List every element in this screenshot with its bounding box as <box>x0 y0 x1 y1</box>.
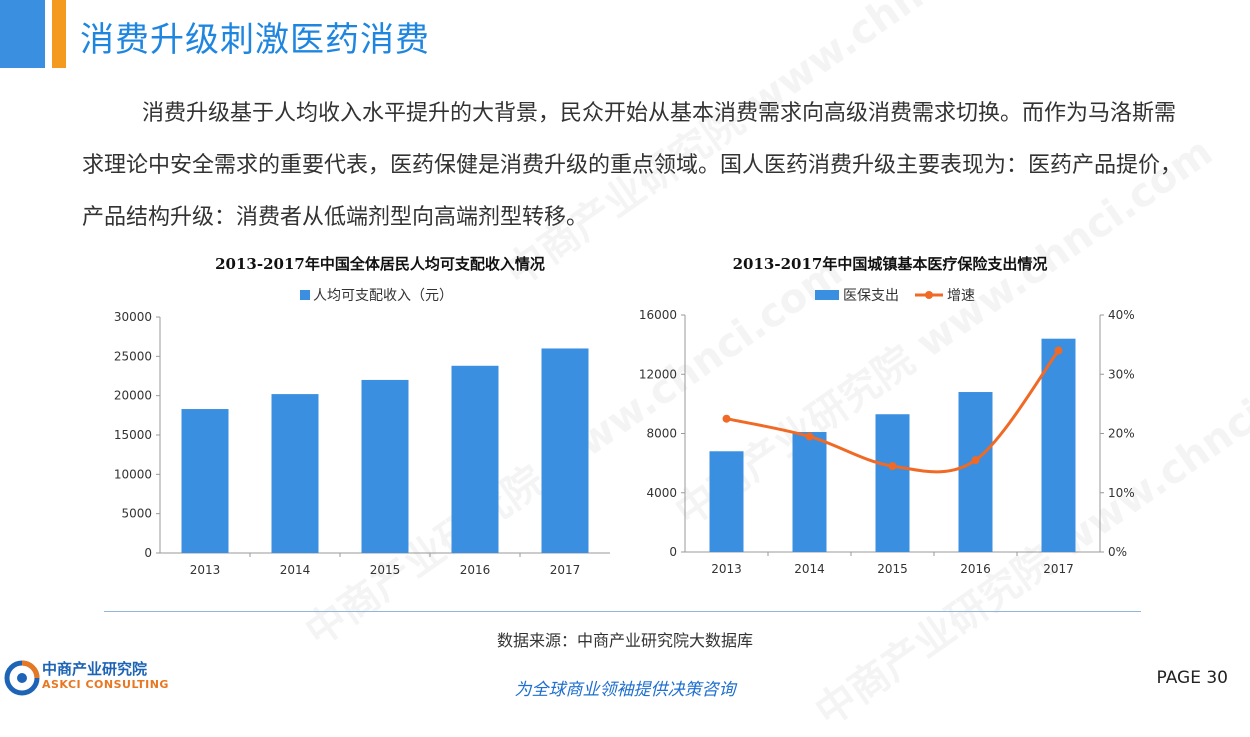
y-tick-label: 25000 <box>114 349 152 363</box>
growth-point <box>971 456 980 465</box>
x-tick-label: 2013 <box>711 562 742 576</box>
y-tick-label: 0 <box>669 545 677 559</box>
logo-text-cn: 中商产业研究院 <box>42 660 148 678</box>
bar <box>958 392 993 552</box>
x-tick-label: 2017 <box>550 563 581 577</box>
legend-label-bar: 医保支出 <box>843 288 899 304</box>
y-tick-label: 10000 <box>114 467 152 481</box>
legend-label: 人均可支配收入（元） <box>313 288 453 304</box>
x-tick-label: 2016 <box>460 563 491 577</box>
bar <box>875 414 910 552</box>
x-tick-label: 2017 <box>1043 562 1074 576</box>
legend-label-line: 增速 <box>947 288 975 304</box>
body-paragraph: 消费升级基于人均收入水平提升的大背景，民众开始从基本消费需求向高级消费需求切换。… <box>82 88 1182 244</box>
paragraph-text: 消费升级基于人均收入水平提升的大背景，民众开始从基本消费需求向高级消费需求切换。… <box>82 101 1183 230</box>
x-tick-label: 2016 <box>960 562 991 576</box>
legend-swatch-bar <box>815 290 839 300</box>
legend-marker <box>925 291 933 299</box>
y-tick-label: 0 <box>144 546 152 560</box>
y2-tick-label: 40% <box>1108 308 1135 322</box>
logo-icon <box>4 660 40 696</box>
growth-point <box>805 432 814 441</box>
chart2-title: 2013-2017年中国城镇基本医疗保险支出情况 <box>732 255 1048 273</box>
page-number: PAGE 30 <box>1156 668 1228 688</box>
page-title: 消费升级刺激医药消费 <box>80 20 430 60</box>
y-tick-label: 30000 <box>114 310 152 324</box>
x-tick-label: 2014 <box>280 563 311 577</box>
x-tick-label: 2015 <box>370 563 401 577</box>
y-tick-label: 4000 <box>646 486 677 500</box>
y-tick-label: 15000 <box>114 428 152 442</box>
growth-point <box>1054 346 1063 355</box>
chart2-insurance: 医保支出 增速 0 4000 8000 12000 16000 0% 10% 20% 30% 40% 2… <box>639 288 1135 576</box>
y-tick-label: 8000 <box>646 427 677 441</box>
data-source: 数据来源：中商产业研究院大数据库 <box>496 631 753 650</box>
y-tick-label: 16000 <box>639 308 677 322</box>
x-tick-label: 2014 <box>794 562 825 576</box>
growth-point <box>722 414 731 423</box>
y2-tick-label: 10% <box>1108 486 1135 500</box>
x-tick-label: 2015 <box>877 562 908 576</box>
y-tick-label: 12000 <box>639 367 677 381</box>
bar <box>181 409 229 553</box>
bar <box>1041 338 1076 552</box>
bar <box>709 451 744 552</box>
bar <box>361 379 409 553</box>
chart1-title: 2013-2017年中国全体居民人均可支配收入情况 <box>215 255 545 273</box>
y2-tick-label: 30% <box>1108 367 1135 381</box>
x-tick-label: 2013 <box>190 563 221 577</box>
chart1-income: 人均可支配收入（元） 0 5000 10000 15000 20000 25000 30000… <box>114 288 610 577</box>
header-accent-orange <box>52 0 66 68</box>
bar <box>451 365 499 553</box>
y2-tick-label: 20% <box>1108 427 1135 441</box>
legend-swatch <box>300 290 310 300</box>
header-accent-blue <box>0 0 45 68</box>
slogan: 为全球商业领袖提供决策咨询 <box>514 680 736 700</box>
growth-point <box>888 462 897 471</box>
bar <box>792 432 827 552</box>
divider <box>104 611 1141 612</box>
y-tick-label: 20000 <box>114 389 152 403</box>
logo: 中商产业研究院 ASKCI CONSULTING <box>2 656 192 706</box>
y2-tick-label: 0% <box>1108 545 1127 559</box>
bar <box>271 394 319 553</box>
bar <box>541 348 589 553</box>
logo-text-en: ASKCI CONSULTING <box>42 678 169 691</box>
y-tick-label: 5000 <box>121 507 152 521</box>
